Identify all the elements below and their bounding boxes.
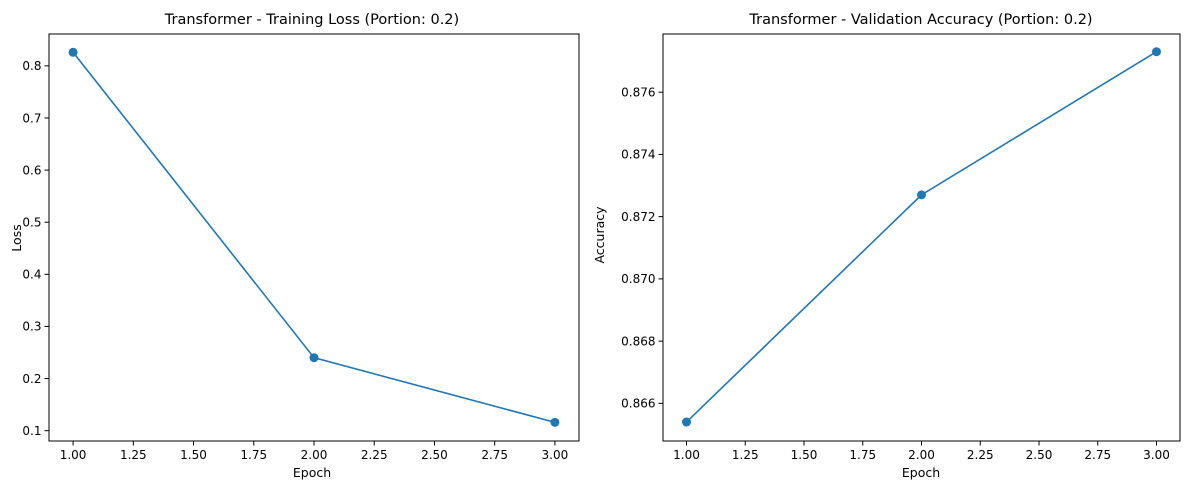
- x-tick-label: 3.00: [1143, 448, 1170, 462]
- chart-title: Transformer - Training Loss (Portion: 0.…: [164, 12, 459, 28]
- y-axis-label: Accuracy: [592, 206, 607, 264]
- x-axis-label: Epoch: [293, 465, 331, 480]
- y-tick-label: 0.870: [621, 272, 655, 286]
- plot-marks: 1.00 1.25 1.50 1.75 2.00 2.25 2.50 2.75 3.00 0.86…: [621, 33, 1181, 462]
- x-tick-label: 1.25: [732, 448, 759, 462]
- chart-title: Transformer - Validation Accuracy (Porti…: [748, 12, 1092, 28]
- x-tick-label: 2.75: [1084, 448, 1111, 462]
- x-tick-label: 2.50: [1026, 448, 1053, 462]
- x-axis-label: Epoch: [902, 465, 940, 480]
- x-tick-label: 1.00: [60, 448, 87, 462]
- y-tick-label: 0.872: [621, 210, 655, 224]
- y-tick-label: 0.3: [22, 320, 41, 334]
- y-tick-label: 0.1: [22, 424, 41, 438]
- axes-frame: [662, 33, 1181, 442]
- y-tick-label: 0.868: [621, 334, 655, 348]
- x-tick-label: 2.00: [301, 448, 328, 462]
- series-line: [72, 51, 556, 424]
- x-tick-label: 1.75: [240, 448, 267, 462]
- x-tick-label: 1.50: [791, 448, 818, 462]
- y-tick-label: 0.5: [22, 216, 41, 230]
- x-tick-label: 3.00: [542, 448, 569, 462]
- x-tick-label: 1.50: [180, 448, 207, 462]
- series-line: [685, 51, 1157, 423]
- x-tick-label: 2.00: [908, 448, 935, 462]
- data-point: [68, 47, 78, 57]
- data-point: [1152, 47, 1161, 57]
- y-tick-label: 0.7: [22, 111, 41, 125]
- x-tick-label: 1.75: [849, 448, 876, 462]
- y-tick-label: 0.866: [621, 397, 655, 411]
- y-tick-label: 0.6: [22, 163, 41, 177]
- y-tick-label: 0.876: [621, 85, 655, 99]
- data-point: [309, 353, 319, 363]
- axes-frame: [48, 33, 580, 442]
- y-axis-label: Loss: [9, 224, 24, 251]
- y-tick-label: 0.4: [22, 268, 41, 282]
- chart-validation-accuracy: Transformer - Validation Accuracy (Porti…: [592, 12, 1181, 480]
- data-point: [682, 417, 691, 427]
- y-tick-label: 0.8: [22, 59, 41, 73]
- x-tick-label: 2.75: [481, 448, 508, 462]
- x-tick-label: 2.50: [421, 448, 448, 462]
- x-tick-label: 2.25: [967, 448, 994, 462]
- x-tick-label: 1.00: [673, 448, 700, 462]
- y-tick-label: 0.2: [22, 372, 41, 386]
- plot-marks: 1.00 1.25 1.50 1.75 2.00 2.25 2.50 2.75 3.00 0.1 0…: [22, 33, 580, 462]
- data-point: [550, 417, 560, 427]
- x-tick-label: 1.25: [120, 448, 147, 462]
- chart-training-loss: Transformer - Training Loss (Portion: 0.…: [9, 12, 580, 480]
- x-tick-label: 2.25: [361, 448, 388, 462]
- data-point: [917, 190, 926, 200]
- y-tick-label: 0.874: [621, 148, 655, 162]
